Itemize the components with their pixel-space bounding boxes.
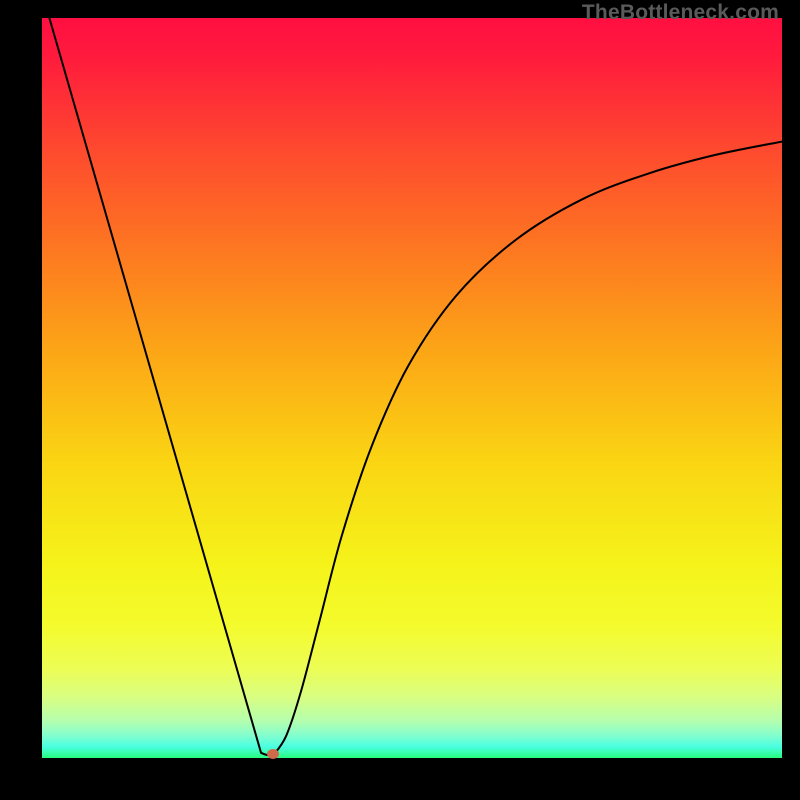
plot-area [42, 18, 782, 758]
curve-layer [42, 18, 782, 758]
watermark-text: TheBottleneck.com [582, 1, 779, 25]
bottleneck-curve [49, 18, 782, 756]
chart-border [0, 0, 800, 800]
